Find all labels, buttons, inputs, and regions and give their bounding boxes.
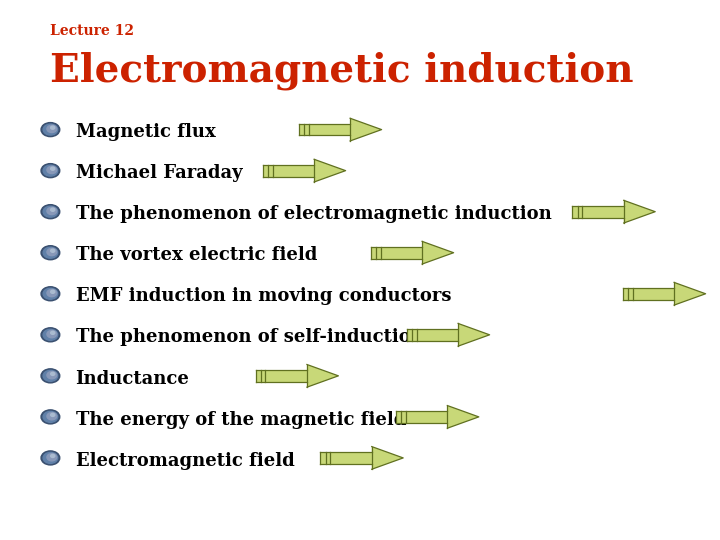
Polygon shape bbox=[256, 370, 307, 382]
Circle shape bbox=[43, 329, 58, 340]
Circle shape bbox=[41, 410, 60, 424]
Text: Lecture 12: Lecture 12 bbox=[50, 24, 135, 38]
Circle shape bbox=[50, 373, 55, 375]
Polygon shape bbox=[299, 124, 350, 136]
Circle shape bbox=[47, 166, 57, 173]
Polygon shape bbox=[407, 329, 458, 341]
Polygon shape bbox=[371, 247, 422, 259]
Polygon shape bbox=[674, 282, 706, 305]
Polygon shape bbox=[372, 447, 403, 469]
Text: Magnetic flux: Magnetic flux bbox=[76, 123, 215, 141]
Circle shape bbox=[41, 287, 60, 301]
Polygon shape bbox=[447, 406, 479, 428]
Polygon shape bbox=[422, 241, 454, 264]
Circle shape bbox=[41, 205, 60, 219]
Polygon shape bbox=[572, 206, 624, 218]
Circle shape bbox=[47, 207, 57, 214]
Circle shape bbox=[50, 126, 55, 129]
Circle shape bbox=[47, 413, 57, 420]
Text: Electromagnetic induction: Electromagnetic induction bbox=[50, 51, 634, 90]
Polygon shape bbox=[307, 364, 338, 387]
Circle shape bbox=[43, 370, 58, 381]
Polygon shape bbox=[458, 323, 490, 346]
Text: The vortex electric field: The vortex electric field bbox=[76, 246, 317, 265]
Circle shape bbox=[50, 331, 55, 334]
Circle shape bbox=[41, 369, 60, 383]
Polygon shape bbox=[314, 159, 346, 182]
Circle shape bbox=[50, 414, 55, 416]
Circle shape bbox=[47, 125, 57, 132]
Circle shape bbox=[41, 246, 60, 260]
Circle shape bbox=[43, 453, 58, 463]
Circle shape bbox=[43, 206, 58, 217]
Circle shape bbox=[50, 167, 55, 170]
Polygon shape bbox=[623, 288, 674, 300]
Text: The phenomenon of self-induction: The phenomenon of self-induction bbox=[76, 328, 423, 347]
Text: The phenomenon of electromagnetic induction: The phenomenon of electromagnetic induct… bbox=[76, 205, 552, 224]
Text: Inductance: Inductance bbox=[76, 369, 189, 388]
Circle shape bbox=[43, 124, 58, 135]
Polygon shape bbox=[263, 165, 314, 177]
Circle shape bbox=[47, 248, 57, 255]
Circle shape bbox=[47, 372, 57, 379]
Polygon shape bbox=[624, 200, 655, 223]
Polygon shape bbox=[350, 118, 382, 141]
Circle shape bbox=[50, 208, 55, 211]
Text: Michael Faraday: Michael Faraday bbox=[76, 164, 242, 183]
Circle shape bbox=[43, 247, 58, 258]
Circle shape bbox=[50, 249, 55, 252]
Circle shape bbox=[43, 165, 58, 176]
Text: Electromagnetic field: Electromagnetic field bbox=[76, 451, 294, 470]
Text: EMF induction in moving conductors: EMF induction in moving conductors bbox=[76, 287, 451, 306]
Polygon shape bbox=[396, 411, 447, 423]
Circle shape bbox=[41, 123, 60, 137]
Circle shape bbox=[41, 451, 60, 465]
Circle shape bbox=[47, 330, 57, 338]
Circle shape bbox=[41, 328, 60, 342]
Text: The energy of the magnetic field: The energy of the magnetic field bbox=[76, 410, 406, 429]
Circle shape bbox=[47, 454, 57, 461]
Circle shape bbox=[47, 289, 57, 296]
Polygon shape bbox=[320, 452, 372, 464]
Circle shape bbox=[43, 288, 58, 299]
Circle shape bbox=[50, 454, 55, 457]
Circle shape bbox=[50, 291, 55, 293]
Circle shape bbox=[41, 164, 60, 178]
Circle shape bbox=[43, 411, 58, 422]
